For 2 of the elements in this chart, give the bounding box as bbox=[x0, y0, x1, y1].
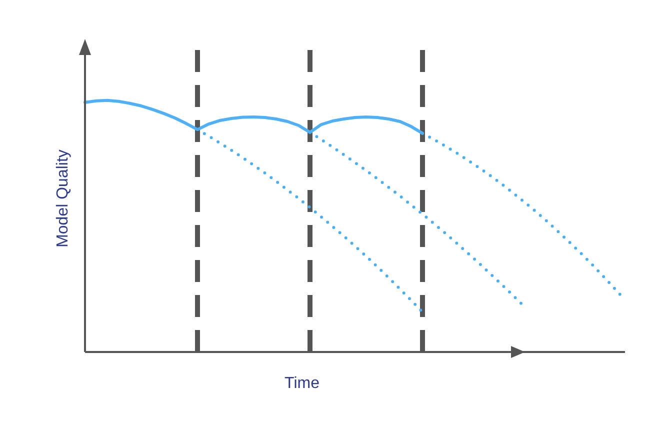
x-axis-title: Time bbox=[284, 375, 320, 392]
y-axis-title: Model Quality bbox=[54, 150, 72, 248]
